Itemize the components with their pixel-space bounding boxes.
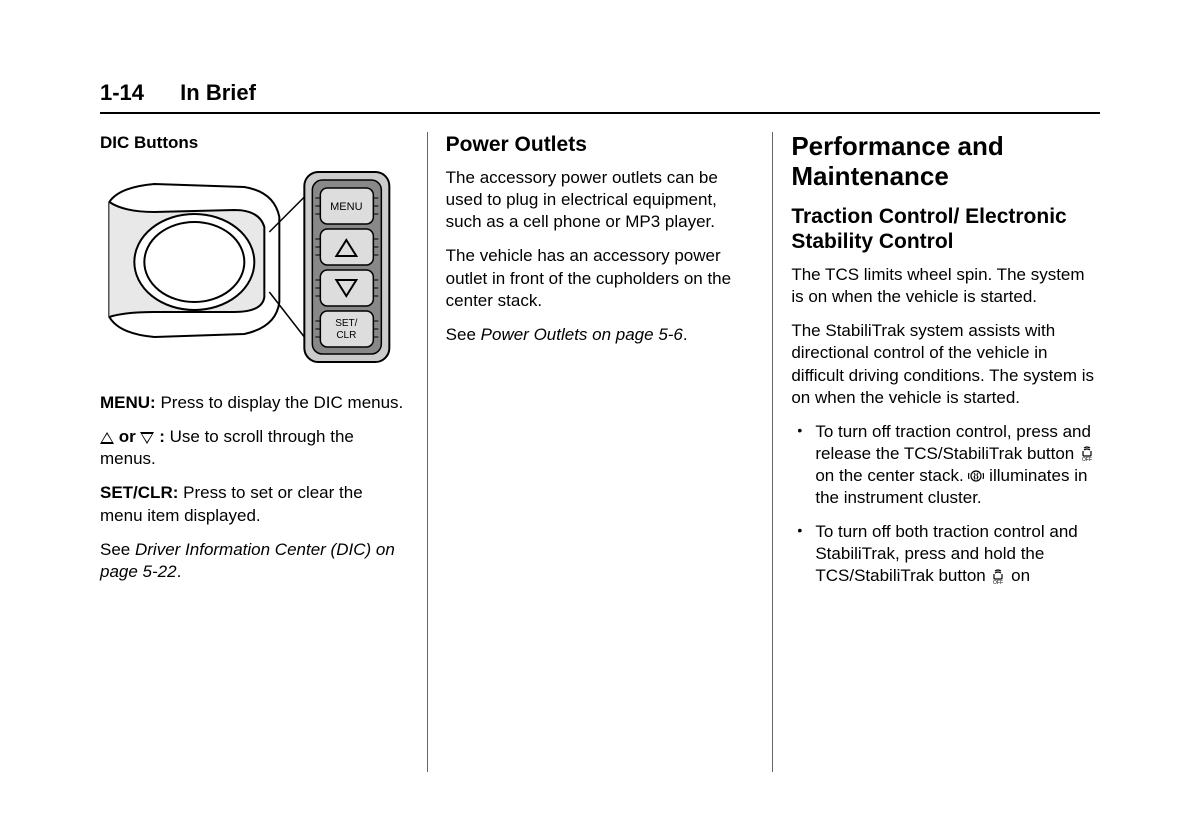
setclr-definition: SET/CLR: Press to set or clear the menu … (100, 482, 409, 526)
svg-text:OFF: OFF (1082, 457, 1092, 462)
traction-heading: Traction Control/ Electronic Stability C… (791, 204, 1100, 254)
dic-buttons-diagram: MENU SET/ CLR (100, 162, 409, 372)
tcs-p1: The TCS limits wheel spin. The system is… (791, 264, 1100, 308)
tcs-off-icon-2: OFF (990, 569, 1006, 585)
svg-text:SET/: SET/ (335, 318, 357, 329)
tcs-off-icon: OFF (1079, 446, 1095, 462)
svg-text:CLR: CLR (336, 330, 356, 341)
page-number: 1-14 (100, 80, 144, 105)
see-prefix: See (100, 540, 135, 559)
triangle-up-icon (100, 432, 114, 444)
arrows-or: or (119, 427, 141, 446)
svg-text:MENU: MENU (330, 201, 362, 213)
power-outlets-heading: Power Outlets (446, 132, 755, 157)
content-columns: DIC Buttons MENU (100, 132, 1100, 772)
bullet2-text-b: on (1006, 566, 1030, 585)
bullet-1: To turn off traction control, press and … (791, 421, 1100, 509)
power-outlets-reference-link: Power Outlets on page 5-6 (481, 325, 683, 344)
setclr-term: SET/CLR: (100, 483, 178, 502)
bullet-2: To turn off both traction control and St… (791, 521, 1100, 587)
see-prefix-2: See (446, 325, 481, 344)
power-outlets-p1: The accessory power outlets can be used … (446, 167, 755, 233)
header-line: 1-14 In Brief (100, 80, 1100, 106)
bullet1-text-a: To turn off traction control, press and … (815, 422, 1091, 463)
power-outlets-see: See Power Outlets on page 5-6. (446, 324, 755, 346)
bullet2-text-a: To turn off both traction control and St… (815, 522, 1077, 585)
see-suffix-2: . (683, 325, 688, 344)
menu-definition: MENU: Press to display the DIC menus. (100, 392, 409, 414)
performance-heading: Performance and Maintenance (791, 132, 1100, 192)
menu-term: MENU: (100, 393, 156, 412)
page-header: 1-14 In Brief (100, 80, 1100, 114)
traction-warning-icon (968, 468, 984, 484)
column-3: Performance and Maintenance Traction Con… (773, 132, 1100, 772)
arrows-definition: or : Use to scroll through the menus. (100, 426, 409, 470)
arrows-colon: : (159, 427, 165, 446)
see-suffix: . (177, 562, 182, 581)
dic-see-reference: See Driver Information Center (DIC) on p… (100, 539, 409, 583)
dic-buttons-heading: DIC Buttons (100, 132, 409, 154)
triangle-down-icon (140, 432, 154, 444)
svg-text:OFF: OFF (993, 580, 1003, 585)
bullet1-text-b: on the center stack. (815, 466, 968, 485)
power-outlets-p2: The vehicle has an accessory power outle… (446, 245, 755, 311)
column-1: DIC Buttons MENU (100, 132, 427, 772)
section-title: In Brief (180, 80, 256, 105)
stabilitrak-p2: The StabiliTrak system assists with dire… (791, 320, 1100, 408)
tcs-bullet-list: To turn off traction control, press and … (791, 421, 1100, 588)
menu-desc: Press to display the DIC menus. (160, 393, 403, 412)
dic-reference-link: Driver Information Center (DIC) on page … (100, 540, 395, 581)
column-2: Power Outlets The accessory power outlet… (428, 132, 773, 772)
